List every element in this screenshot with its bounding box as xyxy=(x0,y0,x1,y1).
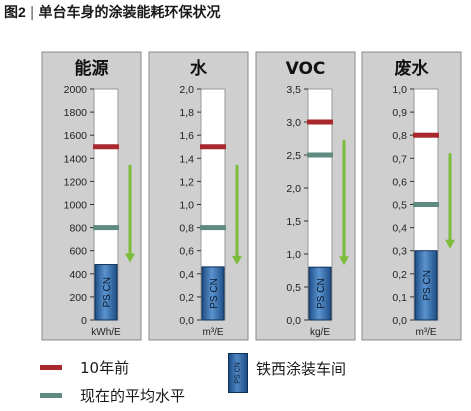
tick-label-2: 0,0 xyxy=(179,315,194,327)
tick-label-4: 0,8 xyxy=(392,130,407,142)
tick-label-1: 1800 xyxy=(64,107,88,119)
chart-title-2: 水 xyxy=(190,58,208,79)
legend-plant: PS CN 铁西涂装车间 xyxy=(228,352,346,394)
tick-label-3: 0,5 xyxy=(286,282,301,294)
legend-label-plant: 铁西涂装车间 xyxy=(256,360,347,378)
tick-label-4: 0,9 xyxy=(392,107,407,119)
tick-label-2: 1,6 xyxy=(179,130,194,142)
bar-3 xyxy=(308,266,332,321)
bar-4 xyxy=(414,250,438,321)
legend-current-avg: 现在的平均水平 xyxy=(40,385,185,405)
chart-panel-1 xyxy=(41,51,142,341)
tick-label-3: 3,0 xyxy=(286,117,301,129)
figure-number: 图2 xyxy=(4,4,26,20)
marker-ten-years-ago-4 xyxy=(413,132,439,138)
tick-label-2: 0,4 xyxy=(179,269,194,281)
tick-label-1: 1600 xyxy=(64,130,88,142)
tick-label-2: 1,4 xyxy=(179,153,194,165)
tick-label-1: 0 xyxy=(81,315,87,327)
legend-box-label: PS CN xyxy=(234,362,242,384)
tick-label-1: 1000 xyxy=(64,200,88,212)
legend-ten-years-ago: 10年前 xyxy=(40,357,129,377)
unit-label-3: kg/E xyxy=(310,327,330,338)
chart-title-4: 废水 xyxy=(395,58,430,79)
marker-current-avg-4 xyxy=(413,202,439,207)
marker-current-avg-1 xyxy=(93,225,119,231)
tick-label-3: 3,5 xyxy=(286,84,301,96)
tick-label-1: 400 xyxy=(69,269,87,281)
marker-ten-years-ago-2 xyxy=(200,144,226,150)
bar-label-4: PS CN xyxy=(422,270,433,301)
reduction-arrowhead-2 xyxy=(232,255,242,265)
tick-label-1: 600 xyxy=(69,246,87,258)
chart-panel-4 xyxy=(361,51,462,341)
tick-label-3: 2,0 xyxy=(286,183,301,195)
marker-current-avg-2 xyxy=(200,225,226,231)
tick-label-4: 0,0 xyxy=(392,315,407,327)
tick-label-1: 1200 xyxy=(64,176,88,188)
tick-label-3: 2,5 xyxy=(286,150,301,162)
tick-label-3: 0,0 xyxy=(286,315,301,327)
tick-label-2: 1,2 xyxy=(179,176,194,188)
tick-label-2: 1,0 xyxy=(179,200,194,212)
tick-label-1: 200 xyxy=(69,292,87,304)
tick-label-4: 0,3 xyxy=(392,246,407,258)
tick-label-4: 0,7 xyxy=(392,153,407,165)
chart-title-3: VOC xyxy=(286,59,326,79)
legend-swatch-teal xyxy=(40,392,62,398)
tick-label-1: 2000 xyxy=(64,84,88,96)
legend-label-ten-years-ago: 10年前 xyxy=(80,358,130,377)
legend-swatch-red xyxy=(40,364,62,370)
tick-label-2: 0,8 xyxy=(179,223,194,235)
tick-label-3: 1,5 xyxy=(286,216,301,228)
chart-title-1: 能源 xyxy=(75,58,109,79)
marker-current-avg-3 xyxy=(307,152,333,158)
legend-swatch-blue-bar: PS CN xyxy=(228,353,248,393)
reduction-arrowhead-3 xyxy=(339,256,349,266)
bar-1 xyxy=(94,264,118,321)
tick-label-1: 800 xyxy=(69,223,87,235)
tick-label-1: 1400 xyxy=(64,153,88,165)
tick-label-4: 0,4 xyxy=(392,223,407,235)
tick-label-4: 0,1 xyxy=(392,292,407,304)
reduction-arrowhead-1 xyxy=(125,253,135,263)
tick-label-4: 0,6 xyxy=(392,176,407,188)
unit-label-1: kWh/E xyxy=(91,327,121,338)
figure-title-text: 单台车身的涂装能耗环保状况 xyxy=(38,5,221,21)
tick-label-2: 0,6 xyxy=(179,246,194,258)
figure-title: 图2 | 单台车身的涂装能耗环保状况 xyxy=(4,2,221,22)
bar-label-3: PS CN xyxy=(316,278,327,309)
tick-label-3: 1,0 xyxy=(286,249,301,261)
chart-panel-2 xyxy=(148,51,249,341)
tick-label-2: 1,8 xyxy=(179,107,194,119)
legend-label-current-avg: 现在的平均水平 xyxy=(80,386,186,405)
bar-2 xyxy=(201,266,225,321)
bar-label-2: PS CN xyxy=(209,278,220,309)
tick-label-4: 0,5 xyxy=(392,200,407,212)
reduction-arrowhead-4 xyxy=(445,239,455,249)
tick-label-2: 2,0 xyxy=(179,84,194,96)
chart-panel-3 xyxy=(255,51,356,341)
marker-ten-years-ago-3 xyxy=(307,119,333,125)
tick-label-4: 1,0 xyxy=(392,84,407,96)
bar-label-1: PS CN xyxy=(102,277,113,308)
unit-label-2: m³/E xyxy=(202,327,223,338)
tick-label-2: 0,2 xyxy=(179,292,194,304)
tick-label-4: 0,2 xyxy=(392,269,407,281)
marker-ten-years-ago-1 xyxy=(93,144,119,150)
title-separator: | xyxy=(29,5,35,21)
unit-label-4: m³/E xyxy=(415,327,436,338)
